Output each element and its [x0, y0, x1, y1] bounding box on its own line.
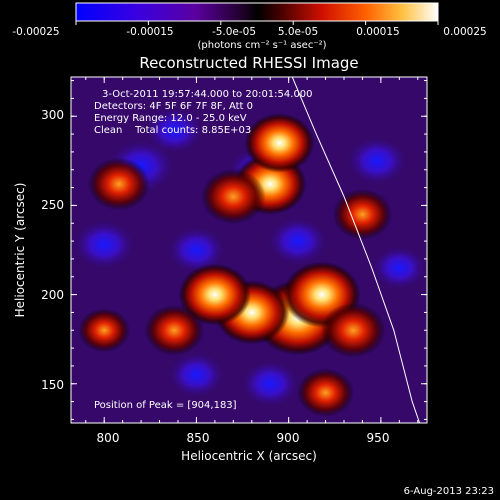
positive-flux-spot: [244, 113, 315, 173]
positive-flux-spot: [332, 189, 393, 240]
y-tick-label: 200: [41, 288, 64, 302]
colorbar-tick-label: 5.0e-05: [278, 26, 318, 38]
y-tick-label: 250: [41, 198, 64, 212]
positive-flux-spot: [201, 169, 266, 224]
colorbar: -0.00025 -0.00015 -5.0e-05 5.0e-05 0.000…: [12, 2, 487, 51]
negative-flux-spot: [167, 351, 226, 399]
time-range-annotation: 3-Oct-2011 19:57:44.000 to 20:01:54.000: [102, 89, 313, 100]
negative-flux-spot: [240, 359, 301, 408]
y-tick-label: 150: [41, 378, 64, 392]
x-tick-label: 800: [97, 431, 120, 445]
negative-flux-spot: [166, 225, 227, 275]
negative-flux-spot: [72, 219, 137, 271]
colorbar-gradient: [75, 2, 439, 22]
colorbar-tick-label: -5.0e-05: [212, 26, 256, 38]
heatmap: [72, 106, 427, 417]
clean-counts-annotation: Clean Total counts: 8.85E+03: [94, 125, 251, 136]
y-tick-label: 300: [41, 108, 64, 122]
colorbar-tick-label: 0.00025: [443, 26, 486, 38]
plot-area: [70, 76, 428, 424]
colorbar-tick-label: -0.00015: [126, 26, 173, 38]
energy-range-annotation: Energy Range: 12.0 - 25.0 keV: [94, 113, 247, 124]
positive-flux-spot: [320, 302, 386, 358]
positive-flux-spot: [297, 368, 354, 417]
chart-title: Reconstructed RHESSI Image: [139, 54, 358, 72]
y-axis-label: Heliocentric Y (arcsec): [13, 183, 27, 318]
x-tick-label: 950: [367, 431, 390, 445]
solar-limb-curve: [291, 77, 421, 423]
peak-position-annotation: Position of Peak = [904,183]: [94, 400, 237, 411]
negative-flux-spot: [144, 106, 205, 155]
x-tick-label: 900: [277, 431, 300, 445]
colorbar-units-label: (photons cm⁻² s⁻¹ asec⁻²): [197, 40, 326, 51]
positive-flux-spot: [78, 308, 131, 353]
positive-flux-spot: [178, 263, 252, 326]
negative-flux-spot: [266, 216, 329, 266]
detectors-annotation: Detectors: 4F 5F 6F 7F 8F, Att 0: [94, 101, 253, 112]
positive-flux-spot: [144, 305, 204, 356]
negative-flux-spot: [371, 245, 427, 291]
axis-ticks: [71, 77, 427, 423]
date-stamp: 6-Aug-2013 23:23: [404, 486, 494, 497]
x-tick-label: 850: [187, 431, 210, 445]
colorbar-tick-label: -0.00025: [12, 26, 59, 38]
colorbar-tick-label: 0.00015: [356, 26, 399, 38]
x-axis-label: Heliocentric X (arcsec): [181, 449, 317, 463]
positive-flux-spot: [87, 157, 150, 211]
plot-frame: [70, 76, 428, 424]
negative-flux-spot: [346, 136, 409, 186]
colorbar-ticks: [75, 21, 439, 25]
